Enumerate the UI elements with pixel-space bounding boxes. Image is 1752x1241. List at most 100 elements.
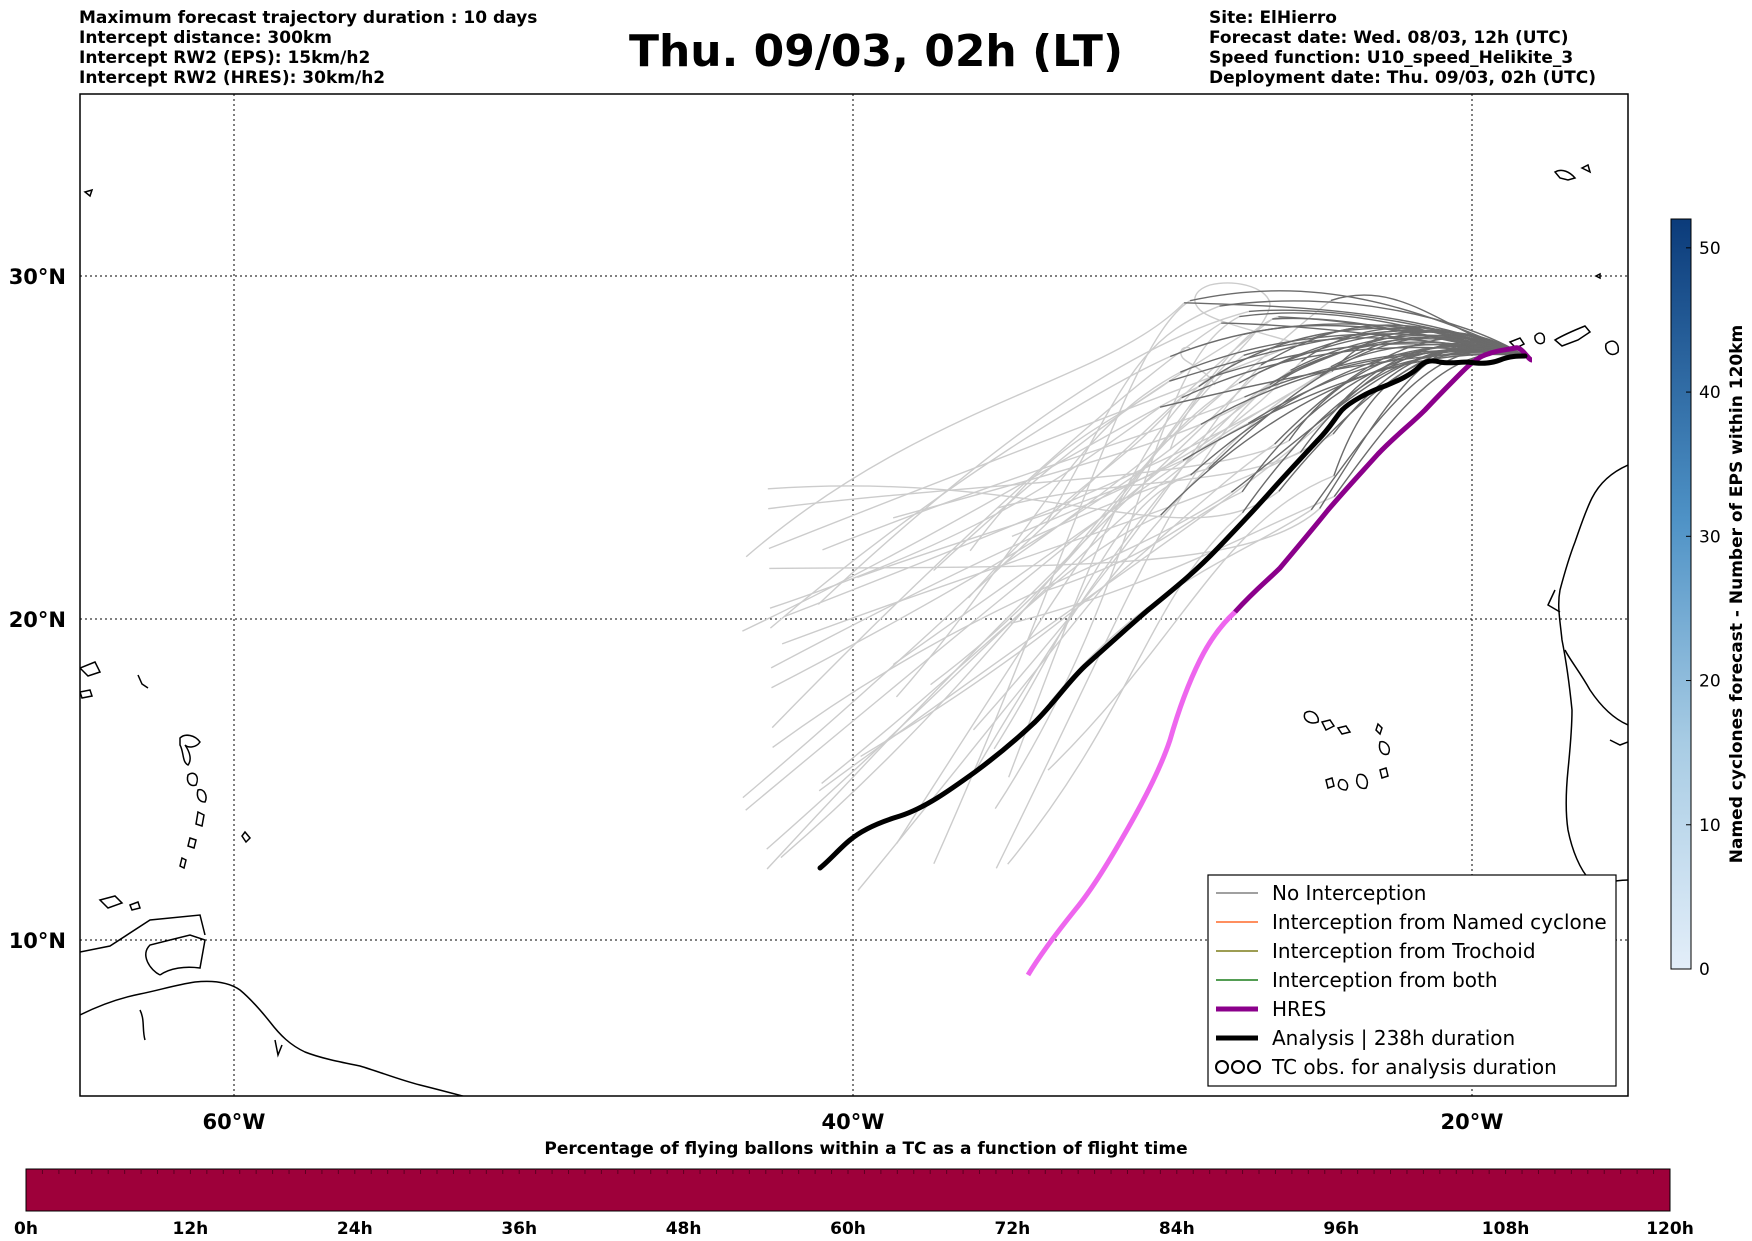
header-left-line-2: Intercept distance: 300km [79, 28, 332, 48]
colorbar-gradient [1670, 218, 1692, 970]
eps-trajectory [857, 375, 1321, 891]
lon-label-60w: 60°W [203, 1110, 266, 1134]
eps-trajectory [745, 369, 1291, 811]
eps-trajectory [817, 310, 1250, 605]
eps-trajectory [1008, 377, 1211, 778]
colorbar-tick-label: 0 [1699, 960, 1710, 980]
eps-trajectory [766, 372, 1259, 870]
eps-trajectories-no-interception [1159, 290, 1526, 516]
colorbar-tick-label: 50 [1699, 239, 1721, 259]
eps-trajectory [769, 406, 1161, 609]
colorbar-tick-label: 10 [1699, 816, 1721, 836]
legend-label: HRES [1272, 997, 1326, 1021]
eps-trajectory [768, 440, 1290, 510]
colorbar: 0 10 20 30 40 50 Named cyclones forecast - Nu… [1670, 218, 1747, 980]
eps-trajectory-no-interception [1230, 346, 1526, 493]
eps-trajectory [930, 316, 1279, 686]
eps-trajectory [933, 300, 1191, 865]
eps-trajectory-no-interception [1333, 352, 1526, 497]
eps-trajectory-no-interception [1273, 331, 1526, 383]
flight-time-tick-label: 24h [337, 1219, 373, 1239]
flight-time-tick-label: 48h [666, 1219, 702, 1239]
eps-trajectory [1010, 495, 1335, 624]
legend-box [1207, 874, 1617, 1087]
eps-trajectories-light [742, 282, 1335, 891]
colorbar-tick-label: 30 [1699, 527, 1721, 547]
flight-time-tick-label: 72h [995, 1219, 1031, 1239]
flight-time-tick-label: 108h [1482, 1219, 1530, 1239]
legend: No Interception Interception from Named c… [1207, 874, 1617, 1087]
colorbar-tick-label: 20 [1699, 672, 1721, 692]
eps-trajectory [995, 383, 1271, 869]
lat-label-30n: 30°N [9, 265, 66, 289]
legend-label: Interception from Named cyclone [1272, 910, 1607, 934]
eps-trajectory [781, 433, 1334, 645]
hres-trajectory [1233, 345, 1533, 614]
header-right-line-2: Forecast date: Wed. 08/03, 12h (UTC) [1209, 28, 1569, 48]
analysis-trajectory [817, 353, 1528, 871]
flight-time-bar-fill [25, 1168, 1671, 1212]
flight-time-tick-label: 84h [1159, 1219, 1195, 1239]
lat-label-20n: 20°N [9, 608, 66, 632]
eps-trajectory-no-interception [1299, 341, 1526, 453]
legend-label: TC obs. for analysis duration [1271, 1055, 1557, 1079]
header-right-line-4: Deployment date: Thu. 09/03, 02h (UTC) [1209, 68, 1596, 88]
eps-trajectory [770, 474, 1191, 669]
eps-trajectory [742, 385, 1200, 632]
flight-time-bar-title: Percentage of flying ballons within a TC… [544, 1139, 1187, 1159]
eps-trajectory [821, 514, 1161, 784]
coastlines [80, 163, 1628, 1096]
header-right-line-1: Site: ElHierro [1209, 8, 1337, 28]
flight-time-tick-label: 60h [830, 1219, 866, 1239]
eps-trajectory [1169, 282, 1301, 451]
colorbar-label: Named cyclones forecast - Number of EPS … [1727, 325, 1747, 864]
lon-label-40w: 40°W [822, 1110, 885, 1134]
eps-trajectory [742, 318, 1273, 799]
header-left-line-1: Maximum forecast trajectory duration : 1… [79, 8, 538, 28]
legend-tc-symbol-icon [1231, 1060, 1245, 1074]
eps-trajectory [1007, 512, 1243, 865]
flight-time-bar: Percentage of flying ballons within a TC… [14, 1139, 1694, 1239]
hres-trajectory-early [1025, 610, 1237, 977]
eps-trajectory [780, 382, 1240, 859]
eps-trajectory [860, 443, 1276, 758]
eps-trajectory [1047, 475, 1335, 771]
lat-label-10n: 10°N [9, 929, 66, 953]
eps-trajectory [933, 333, 1244, 571]
eps-trajectory [822, 396, 1245, 551]
eps-trajectory [745, 302, 1185, 558]
eps-trajectory [1048, 509, 1312, 704]
flight-time-tick-label: 0h [14, 1219, 38, 1239]
eps-trajectory [972, 364, 1262, 731]
colorbar-tick-label: 40 [1699, 383, 1721, 403]
eps-trajectory [892, 387, 1269, 519]
eps-trajectory [783, 366, 1332, 618]
header-right-line-3: Speed function: U10_speed_Helikite_3 [1209, 48, 1574, 68]
legend-tc-symbol-icon [1247, 1060, 1261, 1074]
eps-trajectory [772, 491, 1232, 749]
flight-time-tick-label: 36h [501, 1219, 537, 1239]
page-title: Thu. 09/03, 02h (LT) [628, 26, 1124, 77]
flight-time-tick-label: 120h [1646, 1219, 1694, 1239]
eps-trajectory-no-interception [1260, 324, 1526, 366]
eps-trajectory [769, 355, 1171, 629]
eps-trajectory [767, 485, 1280, 519]
legend-label: Analysis | 238h duration [1272, 1026, 1515, 1050]
eps-trajectory-no-interception [1301, 326, 1526, 362]
legend-label: Interception from Trochoid [1272, 939, 1536, 963]
flight-time-tick-label: 96h [1323, 1219, 1359, 1239]
legend-label: No Interception [1272, 881, 1426, 905]
header-left-line-4: Intercept RW2 (HRES): 30km/h2 [79, 68, 386, 88]
eps-trajectory [971, 380, 1274, 778]
header-left-line-3: Intercept RW2 (EPS): 15km/h2 [79, 48, 371, 68]
legend-label: Interception from both [1272, 968, 1498, 992]
eps-trajectory [771, 322, 1222, 729]
lon-label-20w: 20°W [1441, 1110, 1504, 1134]
eps-trajectory [1011, 360, 1302, 537]
eps-trajectory [1180, 346, 1216, 386]
map-frame [79, 93, 1629, 1097]
eps-trajectory [766, 422, 1249, 850]
eps-trajectory-no-interception [1219, 300, 1526, 357]
flight-time-tick-label: 12h [173, 1219, 209, 1239]
